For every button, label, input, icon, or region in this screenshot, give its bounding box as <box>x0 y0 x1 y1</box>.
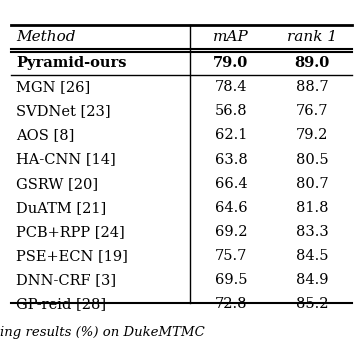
Text: 84.5: 84.5 <box>296 249 328 263</box>
Text: PCB+RPP [24]: PCB+RPP [24] <box>16 225 125 239</box>
Text: 84.9: 84.9 <box>296 273 328 287</box>
Text: 80.5: 80.5 <box>295 152 328 167</box>
Text: 79.0: 79.0 <box>213 56 248 70</box>
Text: AOS [8]: AOS [8] <box>16 129 74 142</box>
Text: 80.7: 80.7 <box>295 177 328 191</box>
Text: 75.7: 75.7 <box>215 249 247 263</box>
Text: GP-reid [28]: GP-reid [28] <box>16 297 106 311</box>
Text: 69.2: 69.2 <box>215 225 247 239</box>
Text: 72.8: 72.8 <box>215 297 247 311</box>
Text: ing results (%) on DukeMTMC: ing results (%) on DukeMTMC <box>0 326 205 339</box>
Text: 64.6: 64.6 <box>215 201 247 215</box>
Text: Pyramid-ours: Pyramid-ours <box>16 56 126 70</box>
Text: 85.2: 85.2 <box>296 297 328 311</box>
Text: SVDNet [23]: SVDNet [23] <box>16 104 111 118</box>
Text: MGN [26]: MGN [26] <box>16 80 90 94</box>
Text: 56.8: 56.8 <box>215 104 247 118</box>
Text: HA-CNN [14]: HA-CNN [14] <box>16 152 116 167</box>
Text: GSRW [20]: GSRW [20] <box>16 177 98 191</box>
Text: DuATM [21]: DuATM [21] <box>16 201 106 215</box>
Text: 63.8: 63.8 <box>215 152 247 167</box>
Text: 89.0: 89.0 <box>294 56 330 70</box>
Text: 76.7: 76.7 <box>296 104 328 118</box>
Text: 66.4: 66.4 <box>215 177 247 191</box>
Text: 78.4: 78.4 <box>215 80 247 94</box>
Text: 83.3: 83.3 <box>295 225 328 239</box>
Text: PSE+ECN [19]: PSE+ECN [19] <box>16 249 128 263</box>
Text: rank 1: rank 1 <box>287 30 337 45</box>
Text: DNN-CRF [3]: DNN-CRF [3] <box>16 273 116 287</box>
Text: 81.8: 81.8 <box>296 201 328 215</box>
Text: mAP: mAP <box>213 30 249 45</box>
Text: 88.7: 88.7 <box>295 80 328 94</box>
Text: Method: Method <box>16 30 75 45</box>
Text: 79.2: 79.2 <box>296 129 328 142</box>
Text: 62.1: 62.1 <box>215 129 247 142</box>
Text: 69.5: 69.5 <box>215 273 247 287</box>
